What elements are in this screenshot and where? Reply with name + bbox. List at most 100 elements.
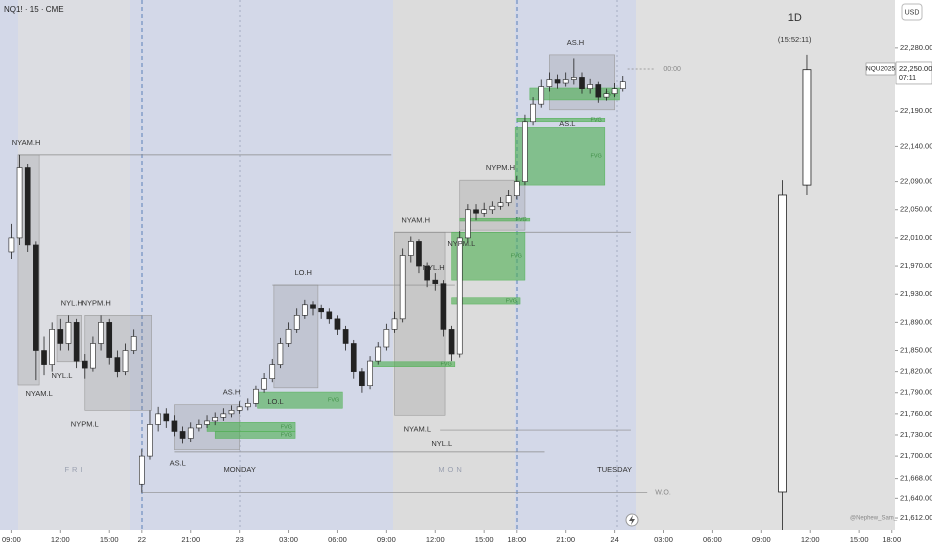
symbol-label: NQU2025 xyxy=(866,66,895,73)
fvg-label: FVG xyxy=(591,117,602,123)
y-tick-label: 21,970.00 xyxy=(900,261,932,270)
session-label: NYAM.H xyxy=(401,215,430,224)
level-line-label: W.O. xyxy=(655,490,671,497)
y-tick-label: 22,140.00 xyxy=(900,141,932,150)
candle-body xyxy=(98,322,104,344)
y-tick-label: 21,640.00 xyxy=(900,493,932,502)
y-tick-label: 21,820.00 xyxy=(900,367,932,376)
session-label: NYL.H xyxy=(423,263,445,272)
countdown: 07:11 xyxy=(899,75,916,82)
candle-body xyxy=(522,121,528,182)
fvg-box xyxy=(214,431,296,439)
candle-body xyxy=(8,237,15,253)
session-label: LO.H xyxy=(294,268,312,277)
candle-body xyxy=(505,195,512,204)
candle-body xyxy=(81,360,88,369)
candle-body xyxy=(350,343,357,372)
candle-body xyxy=(122,350,129,372)
day-label: TUESDAY xyxy=(597,465,632,474)
fvg-label: FVG xyxy=(511,254,522,260)
currency[interactable]: USD xyxy=(905,9,920,16)
candle-body xyxy=(538,86,545,105)
currency-button[interactable] xyxy=(901,3,923,21)
candle-body xyxy=(236,406,243,411)
candle-body xyxy=(595,84,602,98)
chart-title: NQ1! · 15 · CME xyxy=(4,5,64,14)
candle-body xyxy=(407,241,414,256)
candle-body xyxy=(179,431,186,439)
candle-body xyxy=(163,413,170,422)
candle-body xyxy=(139,455,145,485)
candle-body xyxy=(367,360,373,387)
candle-body xyxy=(90,343,96,369)
x-tick-label: 15:00 xyxy=(850,535,869,544)
candle-body xyxy=(73,322,80,362)
y-tick-label: 22,010.00 xyxy=(900,233,932,242)
candle-body xyxy=(41,350,47,365)
x-tick-label: 12:00 xyxy=(426,535,445,544)
lightning-icon xyxy=(629,515,635,525)
level-line-label: 00:00 xyxy=(663,66,681,73)
candle-body xyxy=(261,378,267,390)
x-tick-label: 03:00 xyxy=(279,535,298,544)
session-zone xyxy=(273,284,319,389)
candle-body xyxy=(269,364,276,379)
candle-body xyxy=(375,346,382,362)
time-axis xyxy=(0,530,895,550)
symbol-box xyxy=(865,62,896,76)
fvg-label: FVG xyxy=(506,298,517,304)
candle-body xyxy=(456,237,463,355)
session-label: NYPM.H xyxy=(82,298,111,307)
x-tick-label: 22 xyxy=(138,535,146,544)
candle-body xyxy=(147,424,153,457)
y-tick-label: 21,612.00 xyxy=(900,513,932,522)
session-label: AS.L xyxy=(170,459,186,468)
day-label: MONDAY xyxy=(223,465,255,474)
candle-body xyxy=(546,79,553,87)
x-tick-label: 06:00 xyxy=(328,535,347,544)
x-tick-label: 15:00 xyxy=(475,535,494,544)
fvg-label: FVG xyxy=(281,432,292,438)
candle-body xyxy=(204,420,210,425)
candle-body xyxy=(424,265,430,281)
y-tick-label: 22,280.00 xyxy=(900,43,932,52)
x-tick-label: 09:00 xyxy=(2,535,21,544)
y-tick-label: 22,190.00 xyxy=(900,106,932,115)
candle-body xyxy=(399,255,406,320)
candle-body xyxy=(49,329,55,365)
candle-body xyxy=(65,322,72,344)
x-tick-label: 12:00 xyxy=(801,535,820,544)
fvg-box xyxy=(459,217,531,222)
day-label: FRI xyxy=(64,465,85,474)
candle-body xyxy=(579,77,585,89)
y-tick-label: 21,730.00 xyxy=(900,430,932,439)
candle-body xyxy=(473,209,479,214)
candle-body xyxy=(587,84,593,89)
x-tick-label: 15:00 xyxy=(100,535,119,544)
candle-body xyxy=(57,329,64,344)
candle-body xyxy=(16,167,23,239)
y-tick-label: 22,050.00 xyxy=(900,205,932,214)
candle-body xyxy=(571,77,577,80)
x-tick-label: 06:00 xyxy=(703,535,722,544)
fvg-box xyxy=(514,127,606,186)
candle-body xyxy=(253,388,259,404)
candle-body xyxy=(465,209,471,239)
candle-body xyxy=(326,311,333,320)
candle-body xyxy=(244,403,251,408)
y-tick-label: 21,790.00 xyxy=(900,388,932,397)
candle-body xyxy=(24,167,31,246)
fvg-box xyxy=(451,232,526,281)
candle-body xyxy=(212,417,219,422)
session-label: NYL.H xyxy=(61,298,83,307)
candle-body xyxy=(440,283,447,330)
candle-body xyxy=(155,413,161,425)
session-band xyxy=(636,0,895,530)
candle-body xyxy=(220,413,227,418)
session-label: NYL.L xyxy=(431,439,452,448)
x-tick-label: 23 xyxy=(235,535,243,544)
candle-body xyxy=(302,304,308,316)
y-tick-label: 21,850.00 xyxy=(900,346,932,355)
candle-body xyxy=(432,279,439,284)
